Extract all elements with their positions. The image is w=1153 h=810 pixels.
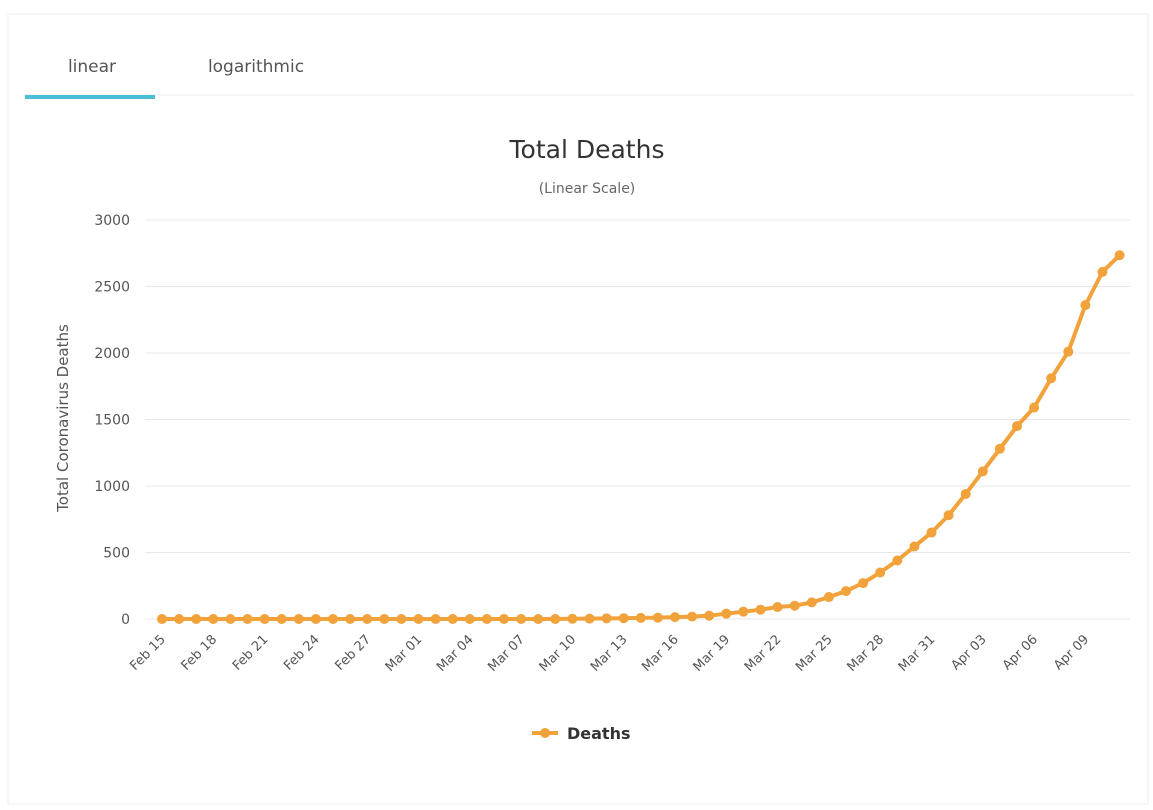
data-point: [1012, 421, 1022, 432]
data-point: [755, 604, 766, 615]
data-point: [652, 612, 663, 623]
data-point: [977, 466, 988, 477]
legend-label: Deaths: [567, 724, 631, 743]
y-tick-label: 1500: [94, 413, 130, 429]
data-point: [738, 606, 749, 617]
tab-logarithmic[interactable]: logarithmic: [208, 57, 304, 77]
data-point: [293, 614, 304, 624]
data-point: [157, 614, 167, 624]
data-point: [721, 608, 732, 619]
data-point: [584, 613, 595, 624]
data-point: [516, 614, 527, 624]
data-point: [772, 602, 783, 613]
data-point: [1097, 266, 1108, 277]
panel: [7, 13, 1149, 805]
data-point: [806, 597, 817, 608]
tab-underline: [25, 95, 155, 99]
data-point: [174, 614, 185, 624]
chart-title: Total Deaths: [509, 135, 665, 164]
y-tick-label: 2500: [94, 280, 130, 296]
data-point: [892, 555, 903, 566]
data-point: [276, 614, 287, 624]
data-point: [225, 614, 236, 624]
data-point: [875, 567, 886, 578]
y-tick-label: 1000: [94, 479, 130, 495]
y-axis-label: Total Coronavirus Deaths: [54, 324, 72, 513]
data-point: [1114, 250, 1125, 261]
data-point: [1063, 346, 1074, 357]
data-point: [191, 614, 202, 624]
legend-marker: [540, 728, 550, 738]
data-point: [909, 541, 920, 552]
data-point: [943, 510, 954, 521]
y-tick-label: 2000: [94, 346, 130, 362]
data-point: [242, 614, 253, 624]
data-point: [208, 614, 219, 624]
data-point: [567, 613, 578, 624]
data-point: [1080, 300, 1091, 311]
data-point: [1029, 402, 1040, 413]
data-point: [960, 488, 971, 499]
data-point: [328, 614, 338, 624]
data-point: [499, 614, 509, 624]
y-tick-label: 500: [103, 546, 130, 562]
data-point: [379, 614, 390, 624]
data-point: [789, 600, 800, 611]
data-point: [550, 614, 561, 624]
data-point: [310, 614, 321, 624]
data-point: [413, 614, 424, 624]
tab-linear[interactable]: linear: [68, 57, 116, 77]
data-point: [635, 612, 646, 623]
data-point: [687, 611, 698, 622]
chart-subtitle: (Linear Scale): [539, 181, 636, 197]
y-tick-label: 3000: [94, 213, 130, 229]
data-point: [926, 527, 937, 538]
data-point: [345, 614, 356, 624]
data-point: [430, 614, 441, 624]
data-point: [396, 614, 407, 624]
data-point: [464, 614, 475, 624]
data-point: [362, 614, 373, 624]
data-point: [841, 586, 851, 597]
data-point: [601, 613, 612, 624]
data-point: [858, 578, 869, 589]
data-point: [259, 614, 270, 624]
data-point: [670, 612, 680, 623]
data-point: [704, 610, 715, 621]
data-point: [994, 443, 1005, 454]
data-point: [533, 614, 544, 624]
y-tick-label: 0: [121, 612, 130, 628]
data-point: [447, 614, 458, 624]
data-point: [481, 614, 492, 624]
data-point: [1046, 373, 1057, 384]
data-point: [823, 592, 834, 603]
data-point: [618, 613, 629, 624]
